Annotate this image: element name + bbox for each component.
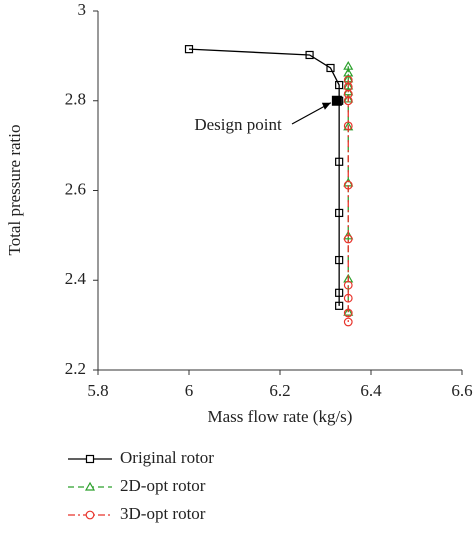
x-axis-label: Mass flow rate (kg/s) (208, 407, 353, 426)
point (343, 293, 353, 303)
point (343, 234, 353, 244)
x-tick-label: 6.2 (269, 381, 290, 400)
point (343, 89, 353, 99)
point (335, 255, 344, 265)
y-tick-label: 3 (78, 0, 87, 19)
x-tick-label: 6.4 (360, 381, 382, 400)
legend-marker (85, 510, 95, 520)
point (343, 121, 353, 131)
y-tick-label: 2.8 (65, 90, 86, 109)
point (343, 308, 353, 318)
point (343, 280, 353, 290)
point (305, 50, 314, 60)
x-tick-label: 6 (185, 381, 194, 400)
legend-label: 3D-opt rotor (120, 504, 206, 523)
point (335, 288, 344, 297)
arrow-head (321, 102, 331, 110)
series-line (188, 48, 340, 306)
y-tick-label: 2.2 (65, 359, 86, 378)
annotation: Design point (194, 115, 282, 134)
design-point (331, 95, 342, 106)
x-tick-label: 6.6 (451, 381, 472, 400)
point (335, 157, 344, 166)
point (343, 75, 353, 85)
y-tick-label: 2.4 (65, 269, 87, 288)
x-tick-label: 5.8 (87, 381, 108, 400)
point (335, 80, 344, 90)
y-tick-label: 2.6 (65, 179, 86, 198)
point (335, 208, 344, 218)
y-axis-label: Total pressure ratio (5, 125, 24, 256)
legend-label: Original rotor (120, 448, 214, 467)
legend-marker (84, 481, 96, 491)
point (343, 96, 353, 106)
legend-marker (85, 454, 95, 464)
point (343, 317, 353, 327)
legend-label: 2D-opt rotor (120, 476, 206, 495)
point (343, 180, 353, 190)
point (184, 45, 194, 54)
point (335, 301, 344, 310)
point (326, 63, 335, 73)
